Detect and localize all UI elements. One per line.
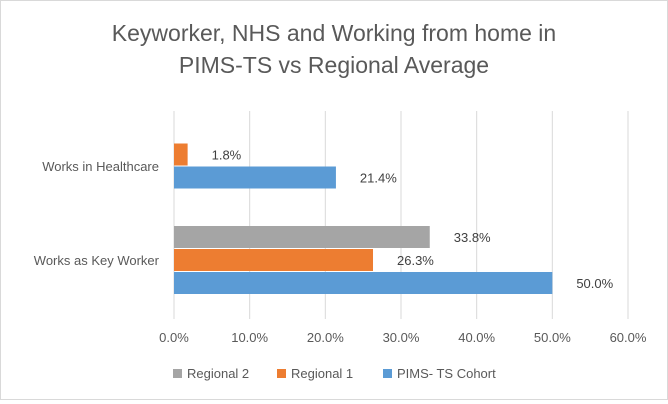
legend-swatch bbox=[173, 369, 182, 378]
data-labels: 1.8% 21.4% 33.8% 26.3% 50.0% bbox=[212, 148, 614, 292]
data-label: 21.4% bbox=[360, 171, 397, 186]
y-axis-categories: Works in Healthcare Works as Key Worker bbox=[34, 159, 160, 268]
chart-title-line-1: Keyworker, NHS and Working from home in bbox=[112, 20, 556, 46]
legend: Regional 2 Regional 1 PIMS- TS Cohort bbox=[173, 366, 496, 381]
data-label: 26.3% bbox=[397, 253, 434, 268]
x-tick-label: 0.0% bbox=[159, 330, 189, 345]
data-label: 50.0% bbox=[576, 276, 613, 291]
data-label: 1.8% bbox=[212, 148, 242, 163]
legend-item-pims-ts-cohort: PIMS- TS Cohort bbox=[383, 366, 496, 381]
legend-label: PIMS- TS Cohort bbox=[397, 366, 496, 381]
x-tick-label: 60.0% bbox=[610, 330, 647, 345]
gridlines bbox=[173, 111, 629, 319]
bar-pims-ts-cohort-1 bbox=[174, 272, 553, 294]
x-tick-label: 30.0% bbox=[383, 330, 420, 345]
category-label: Works in Healthcare bbox=[42, 159, 159, 174]
x-axis-ticks: 0.0% 10.0% 20.0% 30.0% 40.0% 50.0% 60.0% bbox=[159, 330, 647, 345]
category-label: Works as Key Worker bbox=[34, 253, 160, 268]
bars bbox=[174, 143, 553, 294]
x-tick-label: 20.0% bbox=[307, 330, 344, 345]
legend-swatch bbox=[277, 369, 286, 378]
bar-regional-1-0 bbox=[174, 143, 188, 166]
x-tick-label: 50.0% bbox=[534, 330, 571, 345]
chart-title-line-2: PIMS-TS vs Regional Average bbox=[179, 52, 489, 78]
x-tick-label: 40.0% bbox=[458, 330, 495, 345]
chart-title: Keyworker, NHS and Working from home in … bbox=[112, 20, 556, 78]
legend-swatch bbox=[383, 369, 392, 378]
legend-item-regional-2: Regional 2 bbox=[173, 366, 249, 381]
legend-label: Regional 2 bbox=[187, 366, 249, 381]
x-tick-label: 10.0% bbox=[231, 330, 268, 345]
bar-regional-1-1 bbox=[174, 249, 374, 271]
bar-regional-2-1 bbox=[174, 226, 430, 248]
bar-pims-ts-cohort-0 bbox=[174, 166, 336, 189]
data-label: 33.8% bbox=[454, 230, 491, 245]
legend-item-regional-1: Regional 1 bbox=[277, 366, 353, 381]
legend-label: Regional 1 bbox=[291, 366, 353, 381]
